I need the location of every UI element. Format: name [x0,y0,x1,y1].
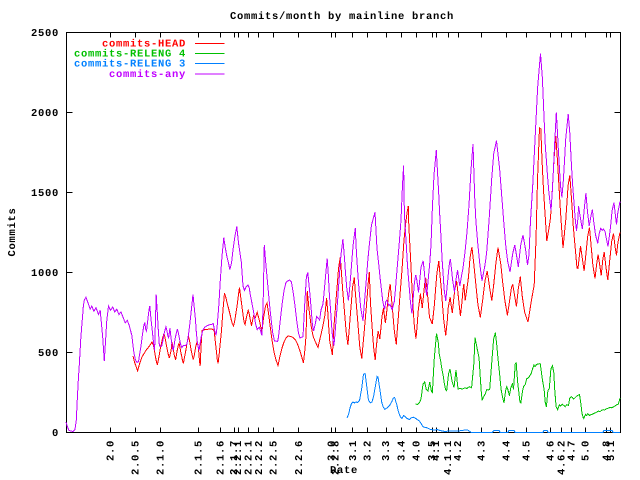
svg-text:4.2: 4.2 [453,440,465,461]
svg-text:2.2.1: 2.2.1 [244,440,256,475]
svg-text:2.2.2: 2.2.2 [254,440,266,475]
svg-text:4.5: 4.5 [522,440,534,461]
svg-text:4.8: 4.8 [602,440,614,461]
svg-text:4.3: 4.3 [477,440,489,461]
svg-text:4.1: 4.1 [431,440,443,461]
svg-text:2.1.7: 2.1.7 [229,440,241,475]
svg-text:5.0: 5.0 [581,440,593,461]
svg-text:2.1.0: 2.1.0 [156,440,168,475]
svg-text:2.0.5: 2.0.5 [131,440,143,475]
svg-text:3.1: 3.1 [348,440,360,461]
svg-text:2.2.8: 2.2.8 [331,440,343,475]
svg-text:2.2.5: 2.2.5 [269,440,281,475]
svg-text:commits-any: commits-any [109,69,186,81]
svg-text:commits-HEAD: commits-HEAD [102,39,186,51]
svg-text:0: 0 [52,428,59,440]
svg-text:500: 500 [38,348,59,360]
svg-text:4.7: 4.7 [567,440,579,461]
svg-text:4.1.1: 4.1.1 [443,440,455,475]
svg-text:1000: 1000 [31,268,59,280]
svg-text:2.1.6: 2.1.6 [216,440,228,475]
svg-text:2500: 2500 [31,28,59,40]
svg-text:4.0: 4.0 [412,440,424,461]
svg-text:commits-RELENG 3: commits-RELENG 3 [74,59,186,71]
svg-text:2.1.5: 2.1.5 [194,440,206,475]
svg-text:3.3: 3.3 [381,440,393,461]
svg-text:3.4: 3.4 [397,440,409,461]
svg-text:4.6.2: 4.6.2 [557,440,569,475]
svg-text:2.0: 2.0 [106,440,118,461]
svg-text:Commits: Commits [7,207,19,256]
svg-text:3.0: 3.0 [327,440,339,461]
svg-text:4.6: 4.6 [546,440,558,461]
svg-text:Date: Date [330,465,358,477]
svg-text:commits-RELENG 4: commits-RELENG 4 [74,49,186,61]
svg-text:1500: 1500 [31,188,59,200]
svg-text:3.2: 3.2 [363,440,375,461]
svg-text:2.2.1: 2.2.1 [233,440,245,475]
svg-text:2000: 2000 [31,108,59,120]
svg-text:2.2.6: 2.2.6 [294,440,306,475]
svg-text:Commits/month by mainline bran: Commits/month by mainline branch [230,11,454,23]
svg-text:4.4: 4.4 [502,440,514,461]
svg-text:5.1: 5.1 [606,440,618,461]
svg-text:3.5: 3.5 [427,440,439,461]
